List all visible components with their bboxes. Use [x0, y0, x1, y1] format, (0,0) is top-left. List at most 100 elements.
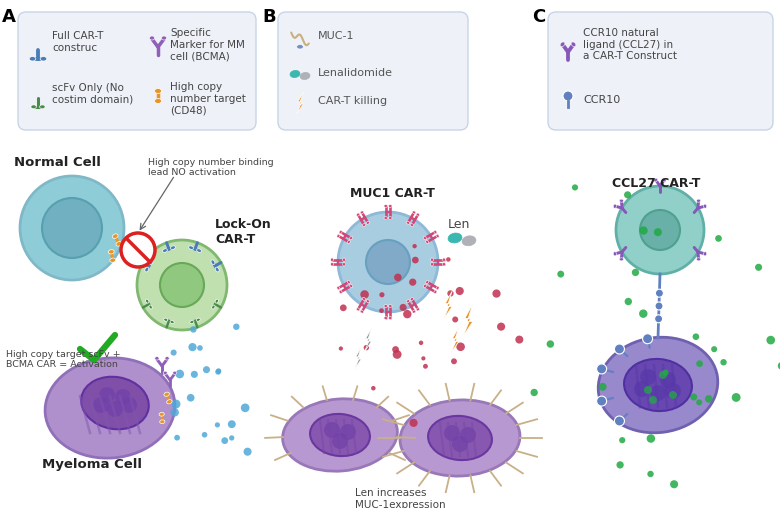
Ellipse shape	[154, 357, 159, 360]
Ellipse shape	[560, 42, 565, 47]
Ellipse shape	[619, 258, 623, 261]
Circle shape	[172, 400, 180, 408]
Circle shape	[215, 422, 220, 428]
Circle shape	[215, 369, 221, 375]
Circle shape	[340, 304, 346, 311]
Circle shape	[721, 359, 727, 365]
Circle shape	[732, 393, 740, 402]
Circle shape	[171, 350, 176, 356]
Ellipse shape	[108, 249, 114, 254]
Circle shape	[696, 399, 702, 405]
Ellipse shape	[159, 412, 165, 416]
Circle shape	[624, 192, 631, 198]
Circle shape	[669, 391, 677, 399]
Polygon shape	[355, 347, 361, 369]
Ellipse shape	[426, 240, 429, 244]
Circle shape	[324, 422, 340, 438]
Circle shape	[360, 290, 369, 299]
Ellipse shape	[29, 56, 36, 61]
Text: Lenalidomide: Lenalidomide	[318, 68, 393, 78]
Ellipse shape	[436, 234, 439, 238]
Ellipse shape	[613, 251, 616, 256]
Ellipse shape	[150, 36, 154, 40]
Ellipse shape	[347, 280, 350, 284]
Circle shape	[410, 419, 417, 427]
Ellipse shape	[342, 262, 346, 266]
Circle shape	[20, 176, 124, 280]
Ellipse shape	[342, 258, 346, 262]
Circle shape	[394, 274, 402, 281]
Circle shape	[121, 233, 155, 267]
FancyBboxPatch shape	[18, 12, 256, 130]
Circle shape	[659, 371, 667, 379]
Circle shape	[115, 389, 131, 405]
Circle shape	[332, 433, 348, 449]
Circle shape	[187, 394, 194, 402]
Ellipse shape	[112, 234, 118, 238]
FancyBboxPatch shape	[548, 12, 773, 130]
Text: CAR-T killing: CAR-T killing	[318, 96, 387, 106]
Circle shape	[412, 257, 419, 264]
Circle shape	[650, 385, 666, 401]
Circle shape	[451, 358, 457, 364]
Circle shape	[222, 437, 228, 444]
Ellipse shape	[443, 258, 445, 262]
Circle shape	[137, 240, 227, 330]
Ellipse shape	[163, 371, 167, 374]
Circle shape	[711, 346, 717, 352]
Circle shape	[640, 210, 680, 250]
Circle shape	[654, 228, 662, 236]
Ellipse shape	[360, 310, 363, 313]
Ellipse shape	[362, 298, 366, 300]
Ellipse shape	[448, 233, 462, 243]
Text: Lock-On
CAR-T: Lock-On CAR-T	[215, 218, 271, 246]
Circle shape	[597, 396, 607, 406]
Ellipse shape	[211, 305, 215, 309]
Circle shape	[572, 184, 578, 190]
Ellipse shape	[164, 318, 168, 321]
Ellipse shape	[347, 240, 350, 244]
Ellipse shape	[384, 205, 388, 207]
Ellipse shape	[331, 258, 333, 262]
Ellipse shape	[400, 400, 520, 476]
Ellipse shape	[310, 414, 370, 456]
Ellipse shape	[462, 236, 476, 246]
Ellipse shape	[290, 71, 300, 78]
Text: C: C	[532, 8, 545, 26]
Ellipse shape	[149, 305, 152, 309]
Circle shape	[655, 289, 664, 297]
Ellipse shape	[360, 211, 363, 214]
Circle shape	[615, 344, 625, 354]
Circle shape	[107, 401, 123, 417]
Ellipse shape	[171, 246, 176, 249]
Circle shape	[665, 383, 681, 399]
Circle shape	[444, 425, 460, 441]
Ellipse shape	[384, 217, 388, 219]
Circle shape	[615, 416, 625, 426]
Circle shape	[456, 287, 464, 295]
Ellipse shape	[339, 290, 342, 294]
Ellipse shape	[619, 199, 623, 202]
Circle shape	[705, 395, 712, 403]
Circle shape	[654, 315, 662, 323]
Text: A: A	[2, 8, 16, 26]
Circle shape	[755, 264, 762, 271]
Ellipse shape	[197, 249, 201, 252]
Ellipse shape	[149, 260, 153, 265]
Circle shape	[644, 386, 652, 394]
Circle shape	[229, 435, 234, 440]
Circle shape	[340, 424, 356, 440]
Polygon shape	[444, 291, 452, 319]
Circle shape	[176, 370, 184, 378]
Ellipse shape	[704, 251, 707, 256]
Ellipse shape	[300, 73, 310, 80]
Ellipse shape	[337, 287, 340, 290]
Ellipse shape	[431, 258, 434, 262]
Ellipse shape	[81, 377, 149, 429]
Ellipse shape	[662, 178, 666, 182]
Circle shape	[191, 371, 198, 378]
Ellipse shape	[160, 420, 165, 424]
Circle shape	[203, 366, 210, 373]
Text: CCR10 natural
ligand (CCL27) in
a CAR-T Construct: CCR10 natural ligand (CCL27) in a CAR-T …	[583, 28, 677, 61]
Ellipse shape	[436, 287, 439, 290]
